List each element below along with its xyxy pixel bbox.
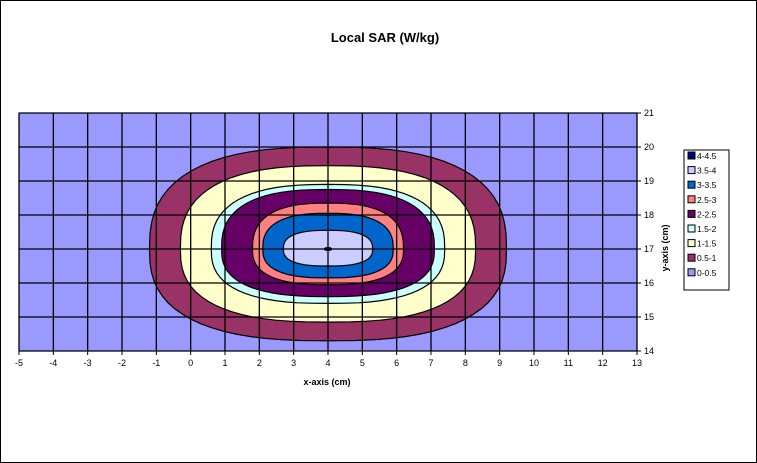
x-tick-label: 8 [463, 358, 468, 368]
y-axis-ticks: 14 15 16 17 18 19 20 21 [637, 108, 654, 356]
legend-swatch-2.5-3 [687, 195, 696, 204]
y-tick-label: 20 [644, 142, 654, 152]
x-tick-label: -4 [49, 358, 57, 368]
x-tick-label: 1 [222, 358, 227, 368]
legend-swatch-2-2.5 [687, 209, 696, 218]
legend-label-3.5-4: 3.5-4 [697, 166, 717, 176]
x-tick-label: -5 [15, 358, 23, 368]
y-tick-label: 19 [644, 176, 654, 186]
x-tick-label: 7 [428, 358, 433, 368]
legend: 4-4.5 3.5-4 3-3.5 2.5-3 2-2.5 1.5-2 1-1.5 0.5-1… [683, 149, 730, 291]
x-tick-label: 5 [360, 358, 365, 368]
legend-swatch-3-3.5 [687, 180, 696, 189]
x-tick-label: 2 [257, 358, 262, 368]
x-tick-label: 0 [188, 358, 193, 368]
y-tick-label: 18 [644, 210, 654, 220]
x-tick-label: 9 [497, 358, 502, 368]
legend-swatch-0.5-1 [687, 253, 696, 262]
legend-swatch-4-4.5 [687, 151, 696, 160]
x-tick-label: 4 [325, 358, 330, 368]
legend-label-3-3.5: 3-3.5 [697, 180, 717, 190]
legend-swatch-0-0.5 [687, 268, 696, 277]
x-tick-label: -3 [84, 358, 92, 368]
legend-label-2.5-3: 2.5-3 [697, 195, 717, 205]
x-tick-label: 3 [291, 358, 296, 368]
x-tick-label: 12 [598, 358, 608, 368]
x-tick-label: 6 [394, 358, 399, 368]
legend-label-4-4.5: 4-4.5 [697, 151, 717, 161]
plot-area [18, 112, 638, 352]
legend-swatch-1-1.5 [687, 239, 696, 248]
y-tick-label: 17 [644, 244, 654, 254]
x-axis-ticks: -5 -4 -3 -2 -1 0 1 2 3 4 5 6 7 8 9 10 11 12 13 [15, 351, 642, 368]
legend-label-2-2.5: 2-2.5 [697, 209, 717, 219]
legend-swatch-3.5-4 [687, 166, 696, 175]
legend-label-1-1.5: 1-1.5 [697, 239, 717, 249]
chart-title: Local SAR (W/kg) [331, 30, 439, 45]
x-tick-label: -1 [152, 358, 160, 368]
x-tick-label: 10 [529, 358, 539, 368]
x-tick-label: 11 [564, 358, 573, 368]
y-tick-label: 14 [644, 346, 654, 356]
y-tick-label: 16 [644, 278, 654, 288]
y-tick-label: 15 [644, 312, 654, 322]
x-tick-label: -2 [118, 358, 126, 368]
x-axis-label: x-axis (cm) [303, 377, 350, 387]
legend-label-1.5-2: 1.5-2 [697, 224, 717, 234]
legend-label-0-0.5: 0-0.5 [697, 268, 717, 278]
legend-swatch-1.5-2 [687, 224, 696, 233]
x-tick-label: 13 [632, 358, 642, 368]
y-tick-label: 21 [644, 108, 654, 118]
legend-label-0.5-1: 0.5-1 [697, 253, 717, 263]
y-axis-label: y-axis (cm) [660, 224, 670, 271]
